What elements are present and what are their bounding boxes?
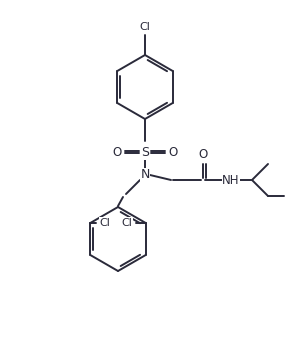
Text: Cl: Cl [140, 22, 151, 32]
Text: O: O [168, 147, 178, 159]
Text: O: O [112, 147, 122, 159]
Text: S: S [141, 147, 149, 159]
Text: Cl: Cl [121, 218, 132, 228]
Text: N: N [140, 169, 150, 181]
Text: O: O [198, 149, 208, 162]
Text: NH: NH [222, 173, 240, 186]
Text: Cl: Cl [100, 218, 111, 228]
